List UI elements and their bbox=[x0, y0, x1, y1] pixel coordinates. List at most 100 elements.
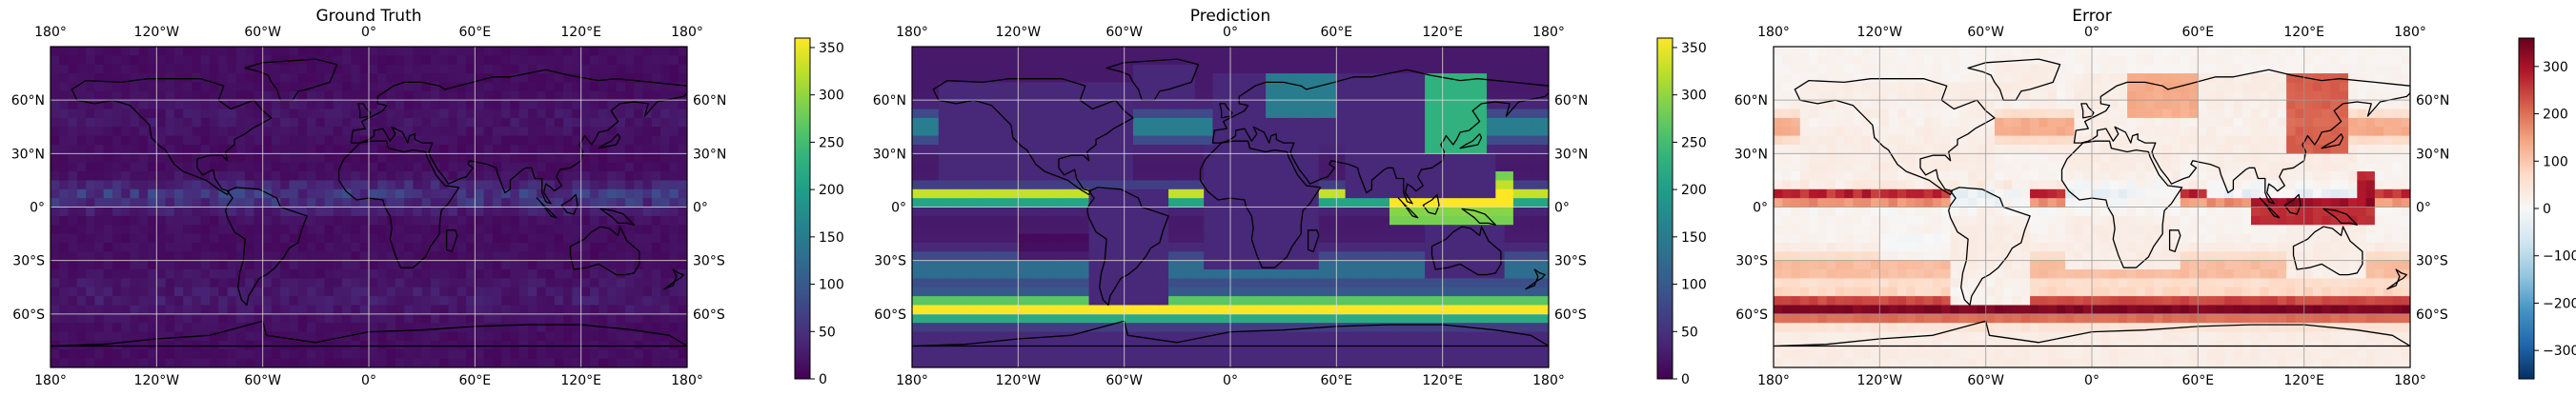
lat-tick-label-left: 60°S bbox=[874, 307, 906, 323]
map-field-prediction bbox=[912, 47, 1549, 367]
panel-error: Error 180° 180° 120°W 120°W 60°W 60°W 0° 0° 60°E 6… bbox=[1734, 7, 2576, 388]
lon-tick-label-top: 180° bbox=[671, 25, 703, 40]
colorbar-tick-label: 100 bbox=[819, 278, 844, 293]
lon-tick-label-top: 60°E bbox=[2181, 25, 2214, 40]
colorbar-tick-label: 200 bbox=[819, 183, 844, 198]
lat-tick-label-left: 60°N bbox=[11, 93, 45, 109]
colorbar-tick-label: 350 bbox=[1681, 41, 1707, 56]
lat-tick-label-right: 0° bbox=[1554, 201, 1570, 216]
lon-tick-label-bottom: 180° bbox=[1757, 373, 1790, 388]
lon-tick-label-bottom: 120°W bbox=[996, 373, 1042, 388]
lat-tick-label-right: 0° bbox=[693, 201, 708, 216]
lat-tick-label-right: 60°S bbox=[693, 307, 725, 323]
colorbar-tick-label: 0 bbox=[1681, 372, 1690, 387]
lon-tick-label-top: 60°W bbox=[1105, 25, 1143, 40]
colorbar-tick-label: 0 bbox=[2543, 202, 2551, 217]
lon-tick-label-bottom: 120°W bbox=[1857, 373, 1903, 388]
colorbar-tick-label: −300 bbox=[2543, 344, 2576, 359]
lon-tick-label-top: 0° bbox=[2084, 25, 2099, 40]
lon-tick-label-top: 120°W bbox=[1857, 25, 1903, 40]
lat-tick-label-right: 30°N bbox=[693, 147, 726, 162]
lon-tick-label-top: 120°E bbox=[1422, 25, 1463, 40]
colorbar-tick-label: 50 bbox=[819, 325, 836, 340]
lon-tick-label-bottom: 180° bbox=[671, 373, 703, 388]
lat-tick-label-left: 0° bbox=[30, 201, 45, 216]
lon-tick-label-bottom: 120°E bbox=[560, 373, 601, 388]
colorbar-tick-label: 250 bbox=[1681, 135, 1707, 150]
lon-tick-label-top: 120°E bbox=[560, 25, 601, 40]
colorbar-tick-label: 300 bbox=[2543, 60, 2568, 75]
lon-tick-label-top: 120°W bbox=[134, 25, 180, 40]
colorbar-tick-label: 300 bbox=[819, 89, 844, 104]
lon-tick-label-bottom: 180° bbox=[34, 373, 67, 388]
colorbar-tick-label: 150 bbox=[819, 230, 844, 246]
lat-tick-label-left: 30°N bbox=[873, 147, 906, 162]
colorbar-tick-label: 100 bbox=[1681, 278, 1707, 293]
panel-ground_truth: Ground Truth 180° 180° 120°W 120°W 60°W 60°W 0°… bbox=[11, 7, 844, 388]
lat-tick-label-left: 60°N bbox=[873, 93, 906, 109]
colorbar-gradient bbox=[794, 37, 811, 380]
lon-tick-label-top: 60°E bbox=[1320, 25, 1352, 40]
colorbar-gradient bbox=[2518, 37, 2535, 380]
lat-tick-label-right: 60°S bbox=[1554, 307, 1587, 323]
lat-tick-label-right: 30°S bbox=[693, 254, 725, 269]
lon-tick-label-bottom: 120°W bbox=[134, 373, 180, 388]
map-field-ground_truth bbox=[51, 47, 687, 367]
lon-tick-label-bottom: 60°W bbox=[244, 373, 281, 388]
panel-title: Ground Truth bbox=[315, 7, 421, 26]
coastlines bbox=[912, 58, 1549, 347]
lon-tick-label-bottom: 0° bbox=[1223, 373, 1238, 388]
lat-tick-label-left: 0° bbox=[891, 201, 906, 216]
lat-tick-label-left: 30°S bbox=[12, 254, 45, 269]
colorbar-tick-label: 100 bbox=[2543, 154, 2568, 169]
colorbar-tick-label: 50 bbox=[1681, 325, 1698, 340]
lat-tick-label-right: 30°N bbox=[1554, 147, 1588, 162]
lon-tick-label-top: 180° bbox=[896, 25, 928, 40]
lon-tick-label-top: 0° bbox=[1223, 25, 1238, 40]
lat-tick-label-right: 30°S bbox=[2416, 254, 2448, 269]
colorbar-tick-label: 150 bbox=[1681, 230, 1707, 246]
lon-tick-label-top: 0° bbox=[361, 25, 376, 40]
lat-tick-label-left: 30°N bbox=[11, 147, 45, 162]
gridlines bbox=[912, 47, 1549, 367]
lon-tick-label-top: 120°W bbox=[996, 25, 1042, 40]
lat-tick-label-right: 0° bbox=[2416, 201, 2431, 216]
gridlines bbox=[1774, 47, 2410, 367]
lat-tick-label-left: 30°S bbox=[874, 254, 906, 269]
lon-tick-label-bottom: 120°E bbox=[1422, 373, 1463, 388]
lon-tick-label-bottom: 60°E bbox=[458, 373, 491, 388]
lat-tick-label-left: 60°S bbox=[1735, 307, 1768, 323]
lon-tick-label-top: 60°W bbox=[244, 25, 281, 40]
panel-prediction: Prediction 180° 180° 120°W 120°W 60°W 60°W 0° 0°… bbox=[873, 7, 1707, 388]
lon-tick-label-bottom: 60°W bbox=[1967, 373, 2004, 388]
lon-tick-label-bottom: 60°W bbox=[1105, 373, 1143, 388]
colorbar-tick-label: 200 bbox=[2543, 108, 2568, 123]
map-frame bbox=[911, 46, 1550, 368]
lat-tick-label-right: 60°S bbox=[2416, 307, 2448, 323]
panel-title: Error bbox=[2072, 7, 2111, 26]
colorbar-tick-label: 200 bbox=[1681, 183, 1707, 198]
lat-tick-label-right: 30°N bbox=[2416, 147, 2449, 162]
lat-tick-label-right: 60°N bbox=[693, 93, 726, 109]
lat-tick-label-right: 60°N bbox=[1554, 93, 1588, 109]
colorbar-tick-label: 250 bbox=[819, 135, 844, 150]
colorbar-tick-label: −200 bbox=[2543, 296, 2576, 311]
colorbar-error: −300 −200 −100 0 100 200 300 bbox=[2518, 37, 2576, 380]
colorbar-prediction: 0 50 100 150 200 250 300 350 bbox=[1656, 37, 1707, 387]
lat-tick-label-right: 60°N bbox=[2416, 93, 2449, 109]
colorbar-tick-label: −100 bbox=[2543, 249, 2576, 265]
map-field-error bbox=[1774, 47, 2410, 367]
colorbar-ground_truth: 0 50 100 150 200 250 300 350 bbox=[794, 37, 844, 387]
lon-tick-label-top: 180° bbox=[1757, 25, 1790, 40]
panel-title: Prediction bbox=[1190, 7, 1270, 26]
lon-tick-label-top: 180° bbox=[2394, 25, 2426, 40]
lon-tick-label-top: 120°E bbox=[2283, 25, 2324, 40]
lon-tick-label-top: 180° bbox=[1532, 25, 1565, 40]
colorbar-tick-label: 0 bbox=[819, 372, 827, 387]
gridlines bbox=[51, 47, 687, 367]
map-frame bbox=[50, 46, 688, 368]
lat-tick-label-left: 0° bbox=[1753, 201, 1768, 216]
lat-tick-label-left: 30°S bbox=[1735, 254, 1768, 269]
lon-tick-label-bottom: 0° bbox=[361, 373, 376, 388]
